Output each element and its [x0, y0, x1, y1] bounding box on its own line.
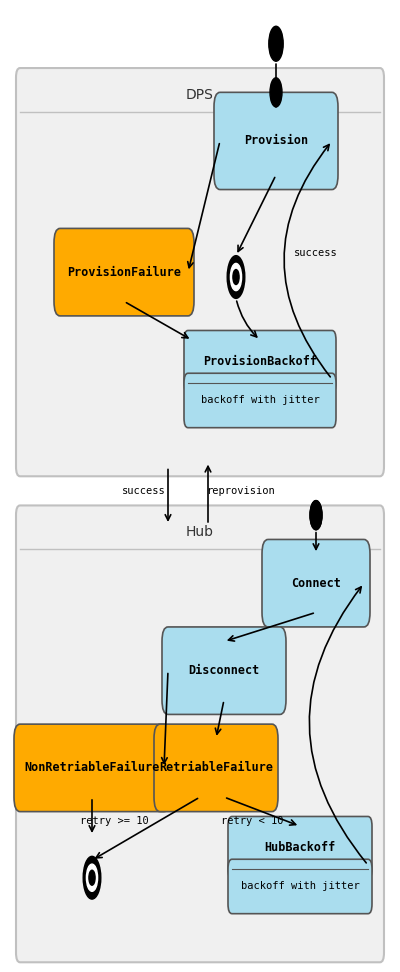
Text: NonRetriableFailure: NonRetriableFailure: [24, 761, 160, 775]
Circle shape: [230, 263, 242, 291]
Circle shape: [270, 78, 282, 107]
FancyBboxPatch shape: [228, 859, 372, 914]
FancyBboxPatch shape: [262, 539, 370, 627]
Text: Disconnect: Disconnect: [188, 664, 260, 677]
Circle shape: [227, 256, 245, 298]
FancyBboxPatch shape: [16, 505, 384, 962]
FancyBboxPatch shape: [184, 373, 336, 428]
Text: Connect: Connect: [291, 576, 341, 590]
FancyBboxPatch shape: [54, 228, 194, 316]
Text: Hub: Hub: [186, 525, 214, 539]
FancyBboxPatch shape: [154, 724, 278, 812]
Text: ProvisionFailure: ProvisionFailure: [67, 265, 181, 279]
Text: backoff with jitter: backoff with jitter: [201, 396, 319, 405]
Circle shape: [83, 856, 101, 899]
Text: retry < 10: retry < 10: [221, 816, 283, 826]
Text: Provision: Provision: [244, 134, 308, 148]
Text: RetriableFailure: RetriableFailure: [159, 761, 273, 775]
FancyBboxPatch shape: [16, 68, 384, 476]
Text: reprovision: reprovision: [206, 486, 274, 496]
FancyBboxPatch shape: [228, 816, 372, 879]
Text: backoff with jitter: backoff with jitter: [241, 882, 359, 891]
FancyBboxPatch shape: [162, 627, 286, 714]
FancyBboxPatch shape: [214, 92, 338, 190]
FancyBboxPatch shape: [184, 330, 336, 393]
Text: ProvisionBackoff: ProvisionBackoff: [203, 355, 317, 368]
FancyBboxPatch shape: [14, 724, 170, 812]
Circle shape: [233, 269, 239, 285]
Circle shape: [269, 26, 283, 61]
Text: DPS: DPS: [186, 87, 214, 102]
Circle shape: [89, 870, 95, 885]
Circle shape: [310, 501, 322, 530]
Circle shape: [86, 864, 98, 891]
Text: success: success: [122, 486, 166, 496]
Text: success: success: [294, 248, 338, 258]
Circle shape: [310, 501, 322, 530]
Text: retry >= 10: retry >= 10: [80, 816, 148, 826]
Text: HubBackoff: HubBackoff: [264, 841, 336, 854]
